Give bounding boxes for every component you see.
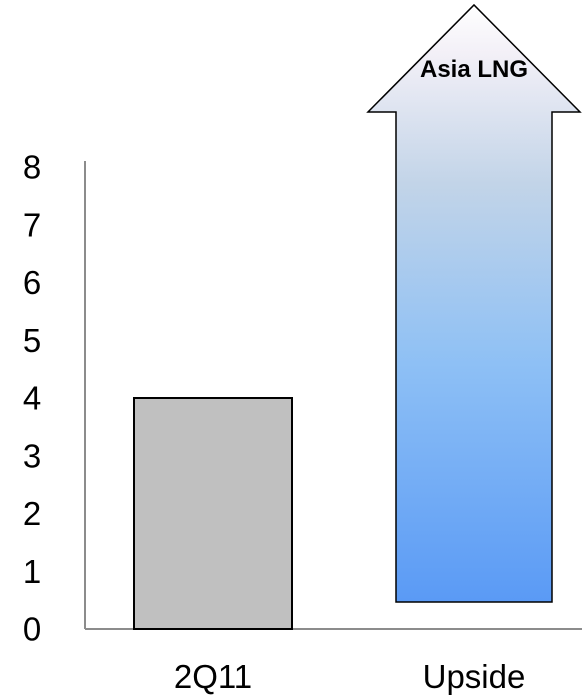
- y-tick-label-8: 8: [23, 149, 41, 186]
- category-label-upside: Upside: [423, 658, 526, 695]
- y-tick-label-1: 1: [23, 553, 41, 590]
- y-tick-label-6: 6: [23, 264, 41, 301]
- y-tick-label-3: 3: [23, 437, 41, 474]
- y-tick-label-7: 7: [23, 206, 41, 243]
- bar-2q11: [133, 397, 293, 630]
- y-tick-label-5: 5: [23, 322, 41, 359]
- category-label-2q11: 2Q11: [174, 658, 252, 695]
- y-tick-label-0: 0: [23, 611, 41, 648]
- y-tick-label-4: 4: [23, 380, 41, 417]
- y-tick-labels: 0 1 2 3 4 5 6 7 8: [23, 149, 41, 648]
- y-tick-label-2: 2: [23, 495, 41, 532]
- asia-lng-label: Asia LNG: [420, 56, 528, 83]
- upside-arrow: [366, 3, 582, 603]
